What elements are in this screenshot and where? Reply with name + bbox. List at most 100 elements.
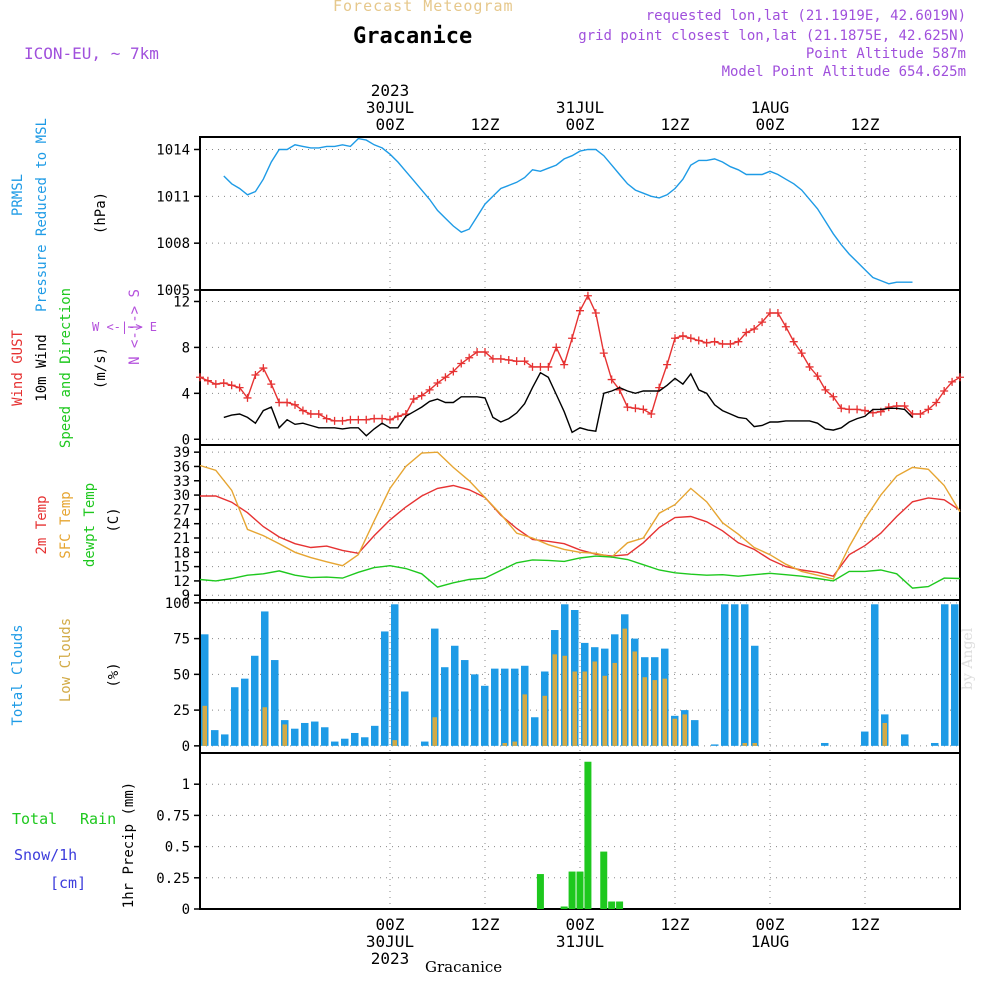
gust-point (370, 414, 379, 423)
gust-point (591, 308, 600, 317)
total-cloud-bar (531, 717, 539, 746)
gust-point (560, 360, 569, 369)
gust-point (813, 372, 822, 381)
temp-panel-frame (199, 444, 961, 601)
gust-point (203, 376, 212, 385)
gust-point (536, 362, 545, 371)
sfc-temp-label: SFC Temp (58, 491, 74, 558)
low-cloud-bar (652, 680, 657, 746)
pressure-panel-frame (199, 136, 961, 291)
gust-point (631, 404, 640, 413)
gust-point (504, 356, 513, 365)
low-cloud-bar (582, 671, 587, 746)
gust-point (219, 379, 228, 387)
low-cloud-bar (882, 722, 887, 746)
gust-point (275, 398, 284, 407)
gust-point (773, 308, 782, 317)
gust-point (821, 385, 830, 394)
gust-point (251, 370, 260, 379)
low-cloud-bar (662, 678, 667, 746)
gust-point (496, 354, 505, 363)
gust-point (568, 334, 577, 343)
wind-10m-label: 10m Wind (34, 334, 50, 401)
gust-point (932, 398, 941, 407)
low-cloud-bar (262, 707, 267, 746)
gust-point (710, 337, 719, 346)
gust-point (235, 383, 244, 392)
cloud-tick-label: 75 (173, 632, 190, 648)
gust-point (196, 373, 204, 382)
low-cloud-bar (282, 724, 287, 746)
top-time-label: 2023 (371, 81, 410, 100)
top-time-label: 12Z (471, 115, 500, 134)
gust-point (291, 400, 299, 409)
gust-point (576, 306, 584, 315)
low-cloud-bar (392, 740, 397, 746)
gust-point (663, 360, 672, 369)
bottom-time-label: 12Z (471, 915, 500, 934)
gust-point (694, 336, 703, 345)
gust-point (283, 398, 292, 407)
total-cloud-bar (721, 604, 729, 746)
dewpt-label: dewpt Temp (82, 483, 98, 567)
total-cloud-bar (871, 604, 879, 746)
precip-total-label: Total (12, 810, 57, 828)
temp-tick-label: 24 (173, 517, 190, 533)
footer-location: Gracanice (425, 958, 503, 976)
low-cloud-bar (562, 655, 567, 746)
rain-bar (560, 906, 568, 909)
dewpt-series-line (199, 555, 961, 589)
gust-point (393, 412, 402, 421)
gust-point (473, 348, 482, 356)
gust-point (583, 291, 592, 300)
low-cloud-bar (552, 654, 557, 746)
total-cloud-bar (301, 722, 309, 746)
low-cloud-bar (542, 695, 547, 746)
bottom-time-label: 00Z (566, 915, 595, 934)
rain-bar (616, 901, 624, 909)
gust-point (789, 337, 798, 346)
precip-snow-unit-label: [cm] (50, 874, 86, 892)
wind-series-line (223, 371, 913, 437)
total-cloud-bar (231, 687, 239, 746)
total-cloud-bar (351, 732, 359, 746)
cloud-tick-label: 100 (165, 596, 190, 612)
gust-point (259, 364, 268, 373)
total-cloud-bar (241, 678, 249, 746)
total-cloud-bar (941, 604, 949, 746)
gust-point (354, 415, 363, 424)
cloud-unit-label: (%) (106, 662, 122, 687)
wind-compass-ns: N <-|-> S (127, 289, 143, 365)
top-time-label: 00Z (566, 115, 595, 134)
low-cloud-bar (632, 651, 637, 746)
gust-point (362, 415, 371, 424)
low-cloud-bar (512, 741, 517, 746)
gust-point (211, 380, 220, 389)
total-cloud-bar (461, 660, 469, 746)
gust-point (837, 404, 846, 413)
total-cloud-bar (431, 628, 439, 746)
location-title: Gracanice (353, 24, 473, 49)
pressure-tick-label: 1011 (156, 189, 190, 205)
gust-point (457, 359, 466, 368)
total-cloud-bar (931, 742, 939, 746)
gust-point (900, 401, 909, 410)
total-cloud-bar (371, 725, 379, 746)
gust-point (243, 393, 252, 402)
gust-point (465, 353, 474, 362)
gust-point (346, 415, 355, 424)
rain-bar (568, 871, 576, 909)
top-time-label: 00Z (376, 115, 405, 134)
temp-unit-label: (C) (106, 507, 122, 532)
total-cloud-bar (251, 655, 259, 746)
wind-tick-label: 8 (182, 340, 190, 356)
low-cloud-bar (752, 742, 757, 746)
precip-tick-label: 0.25 (156, 871, 190, 887)
gust-point (734, 337, 743, 346)
total-cloud-bar (201, 634, 209, 746)
gust-point (702, 338, 711, 347)
pressure-tick-label: 1008 (156, 236, 190, 252)
gust-point (520, 357, 529, 366)
total-cloud-bar (451, 645, 459, 746)
wind-tick-label: 12 (173, 294, 190, 310)
